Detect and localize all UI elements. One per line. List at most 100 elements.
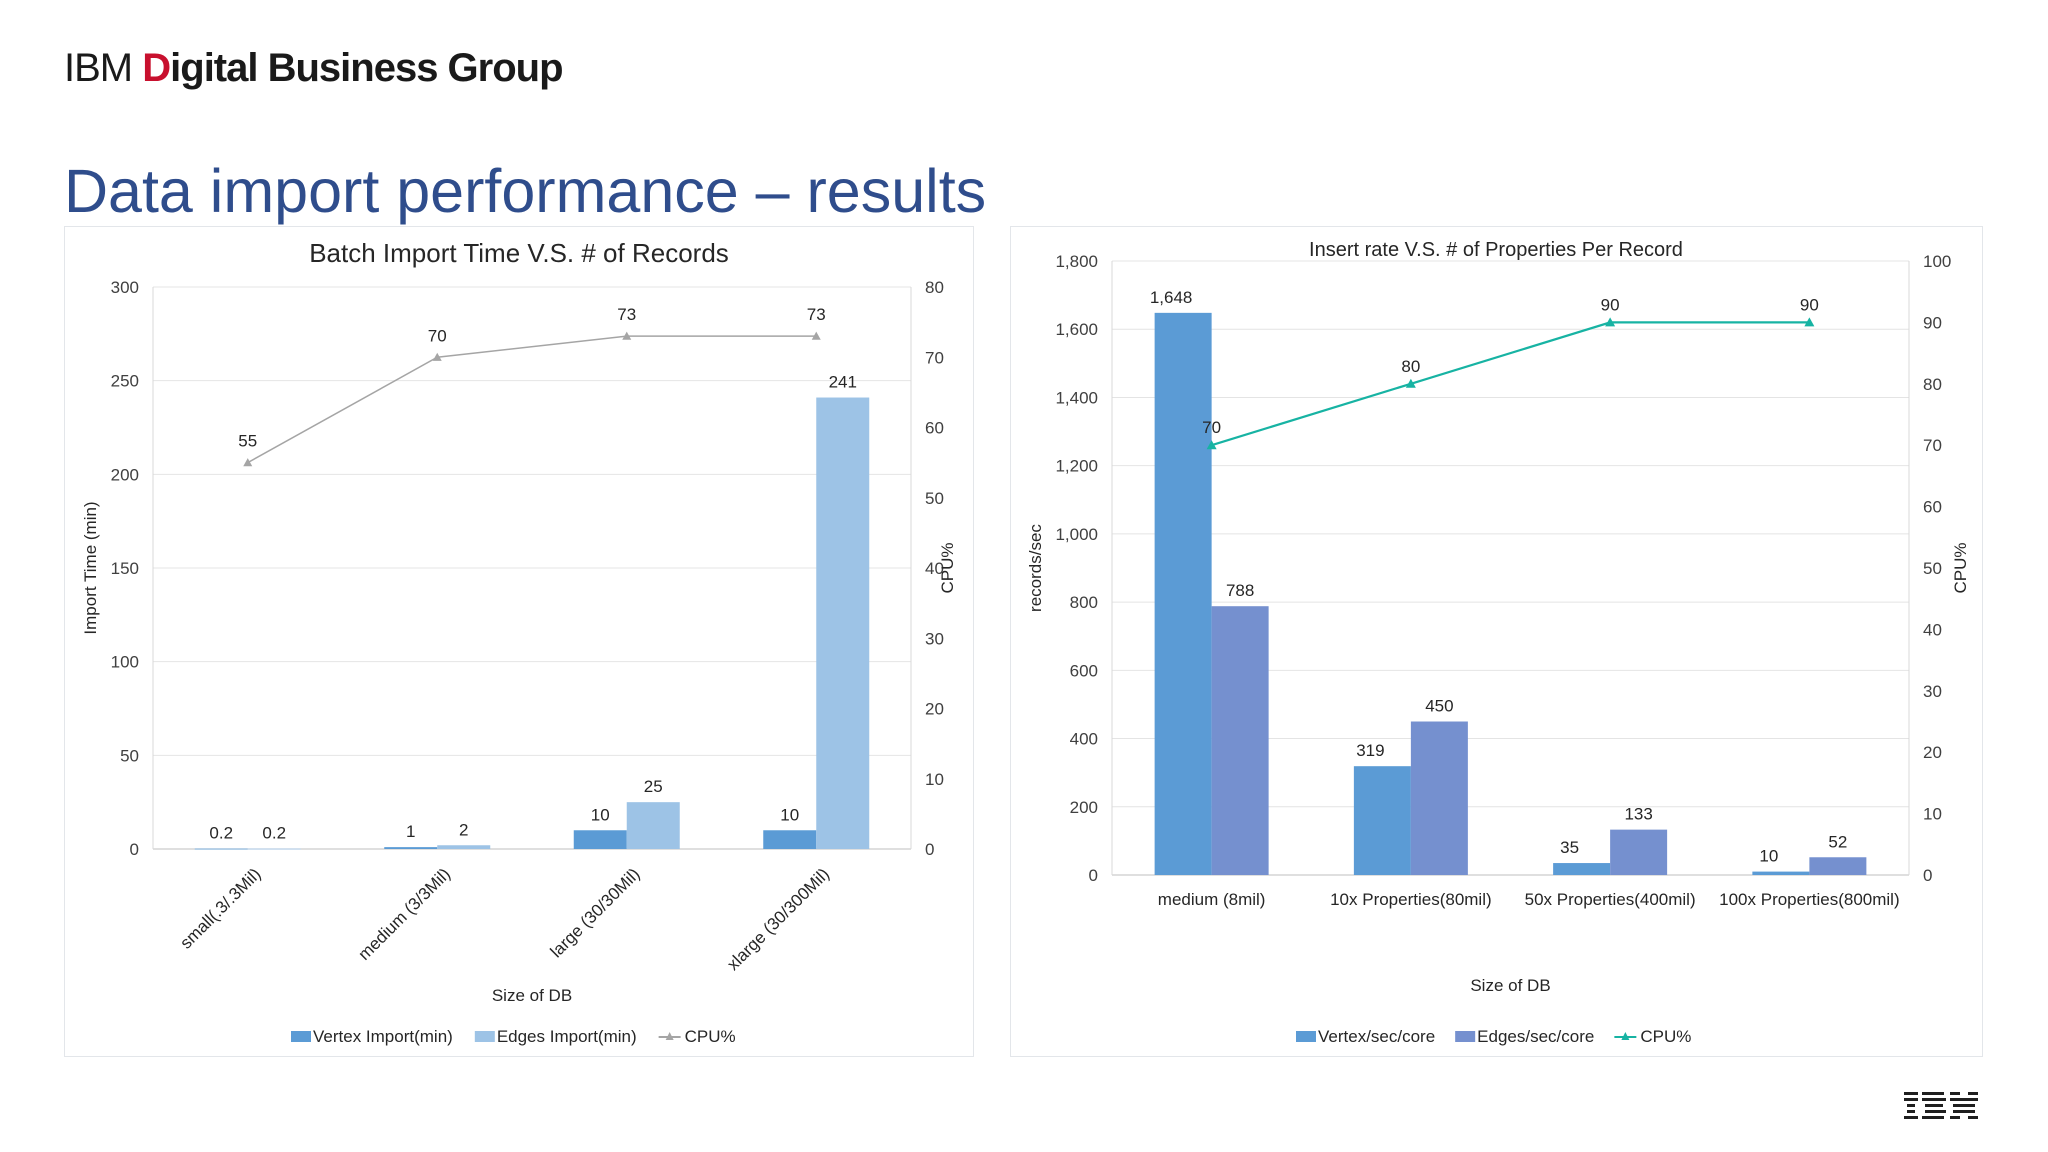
bar-data-label: 133 <box>1624 805 1652 824</box>
bar-data-label: 2 <box>459 820 468 839</box>
cpu-marker <box>1206 440 1217 450</box>
bar <box>626 802 680 849</box>
x-category-label: xlarge (30/300Mil) <box>723 864 833 974</box>
brand-ibm: IBM <box>64 46 133 90</box>
bar-data-label: 241 <box>829 373 857 392</box>
x-category-label: 100x Properties(800mil) <box>1719 890 1899 909</box>
y-tick-label: 800 <box>1070 593 1098 612</box>
y2-tick-label: 70 <box>1923 436 1942 455</box>
y2-tick-label: 60 <box>925 419 944 438</box>
bar-data-label: 1 <box>406 822 415 841</box>
line-data-label: 70 <box>1202 418 1221 437</box>
bar <box>573 830 627 849</box>
legend-swatch <box>1455 1031 1476 1042</box>
y-tick-label: 1,800 <box>1055 252 1098 271</box>
y-tick-label: 100 <box>111 653 139 672</box>
y2-tick-label: 30 <box>1923 682 1942 701</box>
bar <box>1752 871 1810 875</box>
cpu-marker <box>811 331 821 340</box>
cpu-marker <box>432 352 442 361</box>
cpu-line <box>247 335 817 464</box>
chart-title: Batch Import Time V.S. # of Records <box>309 238 729 268</box>
cpu-marker <box>243 458 253 467</box>
line-data-label: 90 <box>1601 295 1620 314</box>
brand-d: D <box>142 46 171 90</box>
bar <box>384 847 438 849</box>
y2-tick-label: 10 <box>925 770 944 789</box>
bar <box>1809 857 1867 875</box>
bar-data-label: 1,648 <box>1150 288 1193 307</box>
y-tick-label: 1,000 <box>1055 525 1098 544</box>
bar <box>1211 606 1269 875</box>
y-tick-label: 0 <box>130 840 139 859</box>
x-category-label: large (30/30Mil) <box>547 864 644 961</box>
bar-data-label: 788 <box>1226 581 1254 600</box>
y2-tick-label: 60 <box>1923 498 1942 517</box>
y-tick-label: 600 <box>1070 661 1098 680</box>
y-tick-label: 0 <box>1089 866 1098 885</box>
x-category-label: 10x Properties(80mil) <box>1330 890 1492 909</box>
legend-swatch <box>474 1031 495 1042</box>
legend-marker <box>1621 1032 1630 1040</box>
bar <box>247 848 301 850</box>
y2-tick-label: 10 <box>1923 805 1942 824</box>
legend-label: Vertex/sec/core <box>1318 1027 1435 1046</box>
y-tick-label: 150 <box>111 559 139 578</box>
bar-data-label: 35 <box>1560 838 1579 857</box>
chart-insert-rate: Insert rate V.S. # of Properties Per Rec… <box>1026 239 1970 1046</box>
bar-data-label: 10 <box>591 805 610 824</box>
line-data-label: 73 <box>617 305 636 324</box>
y2-tick-label: 90 <box>1923 313 1942 332</box>
bar-data-label: 10 <box>780 805 799 824</box>
cpu-line <box>1211 321 1810 447</box>
line-data-label: 80 <box>1401 357 1420 376</box>
y2-tick-label: 40 <box>925 559 944 578</box>
bar <box>816 397 870 849</box>
legend-label: CPU% <box>685 1027 736 1046</box>
line-data-label: 73 <box>807 305 826 324</box>
bar-data-label: 0.2 <box>262 824 286 843</box>
y-axis-title: Import Time (min) <box>81 501 100 634</box>
legend-swatch <box>1296 1031 1316 1042</box>
chart-panel-insert-rate: Insert rate V.S. # of Properties Per Rec… <box>1010 226 1983 1057</box>
y2-tick-label: 0 <box>1923 866 1932 885</box>
y-tick-label: 250 <box>111 372 139 391</box>
bar <box>1154 312 1212 875</box>
chart-panel-batch-import: Batch Import Time V.S. # of Records 0 50 10… <box>64 226 974 1057</box>
bar-data-label: 450 <box>1425 697 1453 716</box>
x-category-label: medium (8mil) <box>1158 890 1266 909</box>
bar <box>763 830 817 849</box>
x-axis-title: Size of DB <box>1470 976 1550 995</box>
y2-tick-label: 100 <box>1923 252 1951 271</box>
y2-axis-title: CPU% <box>1951 542 1970 593</box>
bar <box>437 845 491 849</box>
brand-rest: igital Business Group <box>170 46 563 90</box>
line-data-label: 70 <box>428 326 447 345</box>
bar <box>1610 829 1668 875</box>
cpu-marker <box>1804 317 1815 327</box>
bar-data-label: 25 <box>644 777 663 796</box>
ibm-logo-icon <box>1904 1092 1978 1119</box>
legend-label: Edges/sec/core <box>1477 1027 1594 1046</box>
brand-logo: IBM Digital Business Group <box>64 46 564 91</box>
y2-tick-label: 20 <box>925 700 944 719</box>
bar <box>1353 766 1411 875</box>
y-tick-label: 1,600 <box>1055 320 1098 339</box>
line-data-label: 90 <box>1800 295 1819 314</box>
y-axis-title: records/sec <box>1026 524 1045 612</box>
bar <box>1410 721 1468 875</box>
y-tick-label: 50 <box>120 746 139 765</box>
legend-label: Vertex Import(min) <box>313 1027 453 1046</box>
y2-tick-label: 80 <box>925 278 944 297</box>
y2-tick-label: 80 <box>1923 375 1942 394</box>
y2-axis-title: CPU% <box>938 542 957 593</box>
bar-data-label: 10 <box>1759 847 1778 866</box>
bar-data-label: 52 <box>1828 832 1847 851</box>
y2-tick-label: 50 <box>1923 559 1942 578</box>
line-data-label: 55 <box>238 432 257 451</box>
y2-tick-label: 40 <box>1923 620 1942 639</box>
y-tick-label: 300 <box>111 278 139 297</box>
chart-title: Insert rate V.S. # of Properties Per Rec… <box>1309 239 1683 261</box>
y2-tick-label: 70 <box>925 348 944 367</box>
slide-title: Data import performance – results <box>64 157 987 225</box>
